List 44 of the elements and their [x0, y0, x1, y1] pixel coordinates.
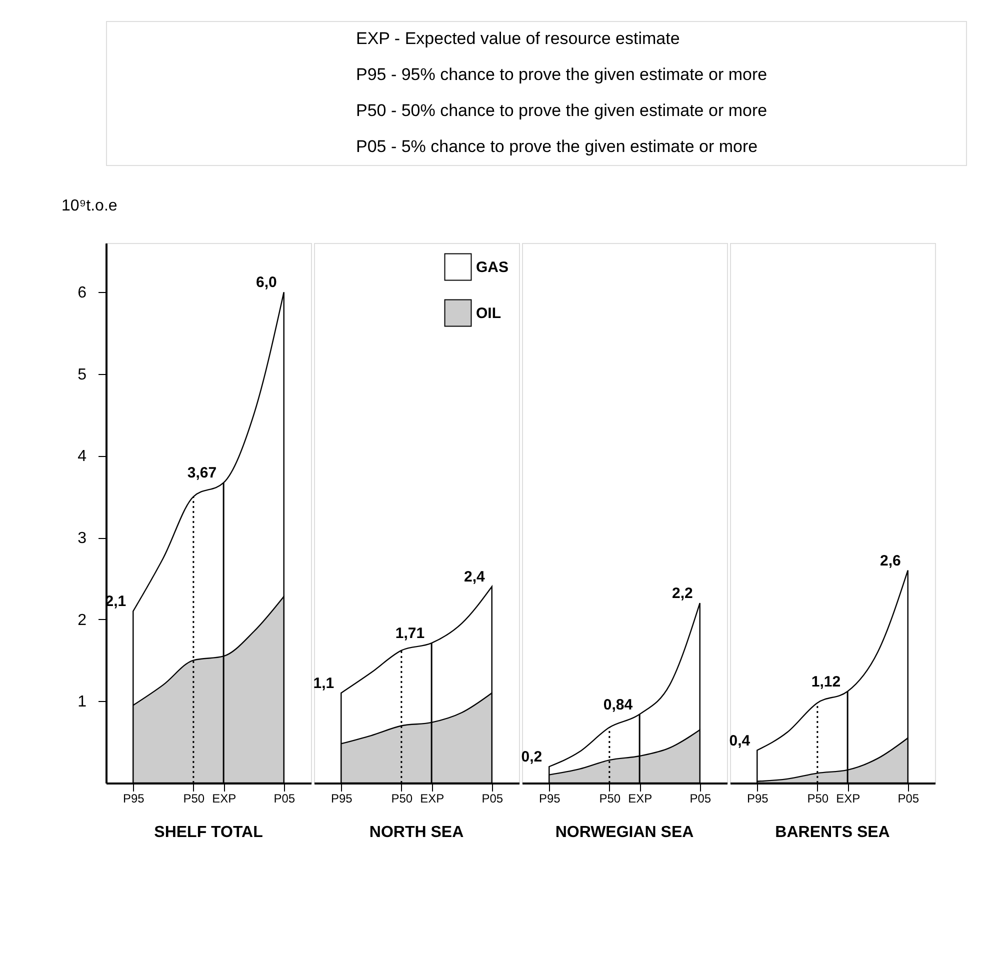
- y-tick-label: 2: [78, 612, 87, 629]
- y-tick-label: 6: [78, 284, 87, 302]
- x-tick-label: P95: [122, 792, 145, 806]
- data-label: 2,4: [464, 568, 486, 586]
- legend-label: OIL: [476, 305, 501, 322]
- text: P50 - 50% chance to prove the given estimate or more: [356, 101, 768, 120]
- y-tick-label: 3: [78, 530, 87, 548]
- x-tick-label: EXP: [836, 792, 860, 806]
- x-tick-label: P05: [690, 792, 712, 806]
- x-tick-label: P05: [898, 792, 920, 806]
- data-label: 0,2: [521, 748, 542, 766]
- data-label: 0,84: [603, 696, 634, 714]
- x-tick-label: P50: [391, 792, 413, 806]
- x-tick-label: P50: [807, 792, 829, 806]
- y-axis-title: 10⁹t.o.e: [62, 198, 118, 214]
- y-tick-label: 5: [78, 366, 87, 384]
- x-tick-label: EXP: [628, 792, 652, 806]
- y-tick-label: 4: [78, 448, 87, 466]
- text: NORWEGIAN SEA: [555, 824, 694, 841]
- x-tick-label: P95: [330, 792, 353, 806]
- data-label: 1,71: [395, 625, 425, 642]
- text: P05 - 5% chance to prove the given estimate or more: [356, 137, 758, 156]
- x-tick-label: EXP: [212, 792, 236, 806]
- data-label: 6,0: [256, 274, 277, 292]
- x-tick-label: P50: [599, 792, 621, 806]
- x-tick-label: P05: [482, 792, 504, 806]
- text: P95 - 95% chance to prove the given estimate or more: [356, 65, 768, 84]
- x-tick-label: P95: [538, 792, 561, 806]
- data-label: 2,2: [672, 585, 693, 602]
- data-label: 1,12: [811, 673, 841, 690]
- x-tick-label: EXP: [420, 792, 444, 806]
- data-label: 1,1: [313, 675, 334, 692]
- text: BARENTS SEA: [775, 824, 890, 841]
- x-tick-label: P05: [274, 792, 296, 806]
- text: NORTH SEA: [369, 824, 464, 841]
- legend-label: GAS: [476, 259, 509, 276]
- data-label: 3,67: [187, 464, 217, 482]
- data-label: 2,6: [880, 552, 901, 570]
- text: SHELF TOTAL: [154, 824, 264, 841]
- x-tick-label: P50: [183, 792, 205, 806]
- y-tick-label: 1: [78, 694, 87, 711]
- text: EXP - Expected value of resource estimate: [356, 29, 680, 48]
- x-tick-label: P95: [746, 792, 769, 806]
- data-label: 0,4: [729, 732, 751, 750]
